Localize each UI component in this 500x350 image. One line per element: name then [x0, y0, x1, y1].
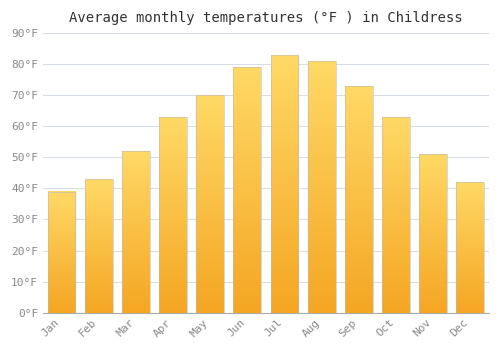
Bar [270, 55, 298, 313]
Bar [122, 151, 150, 313]
Bar [48, 191, 76, 313]
Bar [196, 95, 224, 313]
Bar [382, 117, 410, 313]
Bar [308, 61, 336, 313]
Bar [345, 86, 373, 313]
Bar [85, 179, 112, 313]
Bar [456, 182, 484, 313]
Bar [122, 151, 150, 313]
Bar [419, 154, 447, 313]
Title: Average monthly temperatures (°F ) in Childress: Average monthly temperatures (°F ) in Ch… [69, 11, 462, 25]
Bar [159, 117, 187, 313]
Bar [234, 67, 262, 313]
Bar [308, 61, 336, 313]
Bar [419, 154, 447, 313]
Bar [382, 117, 410, 313]
Bar [345, 86, 373, 313]
Bar [234, 67, 262, 313]
Bar [48, 191, 76, 313]
Bar [159, 117, 187, 313]
Bar [85, 179, 112, 313]
Bar [270, 55, 298, 313]
Bar [196, 95, 224, 313]
Bar [456, 182, 484, 313]
